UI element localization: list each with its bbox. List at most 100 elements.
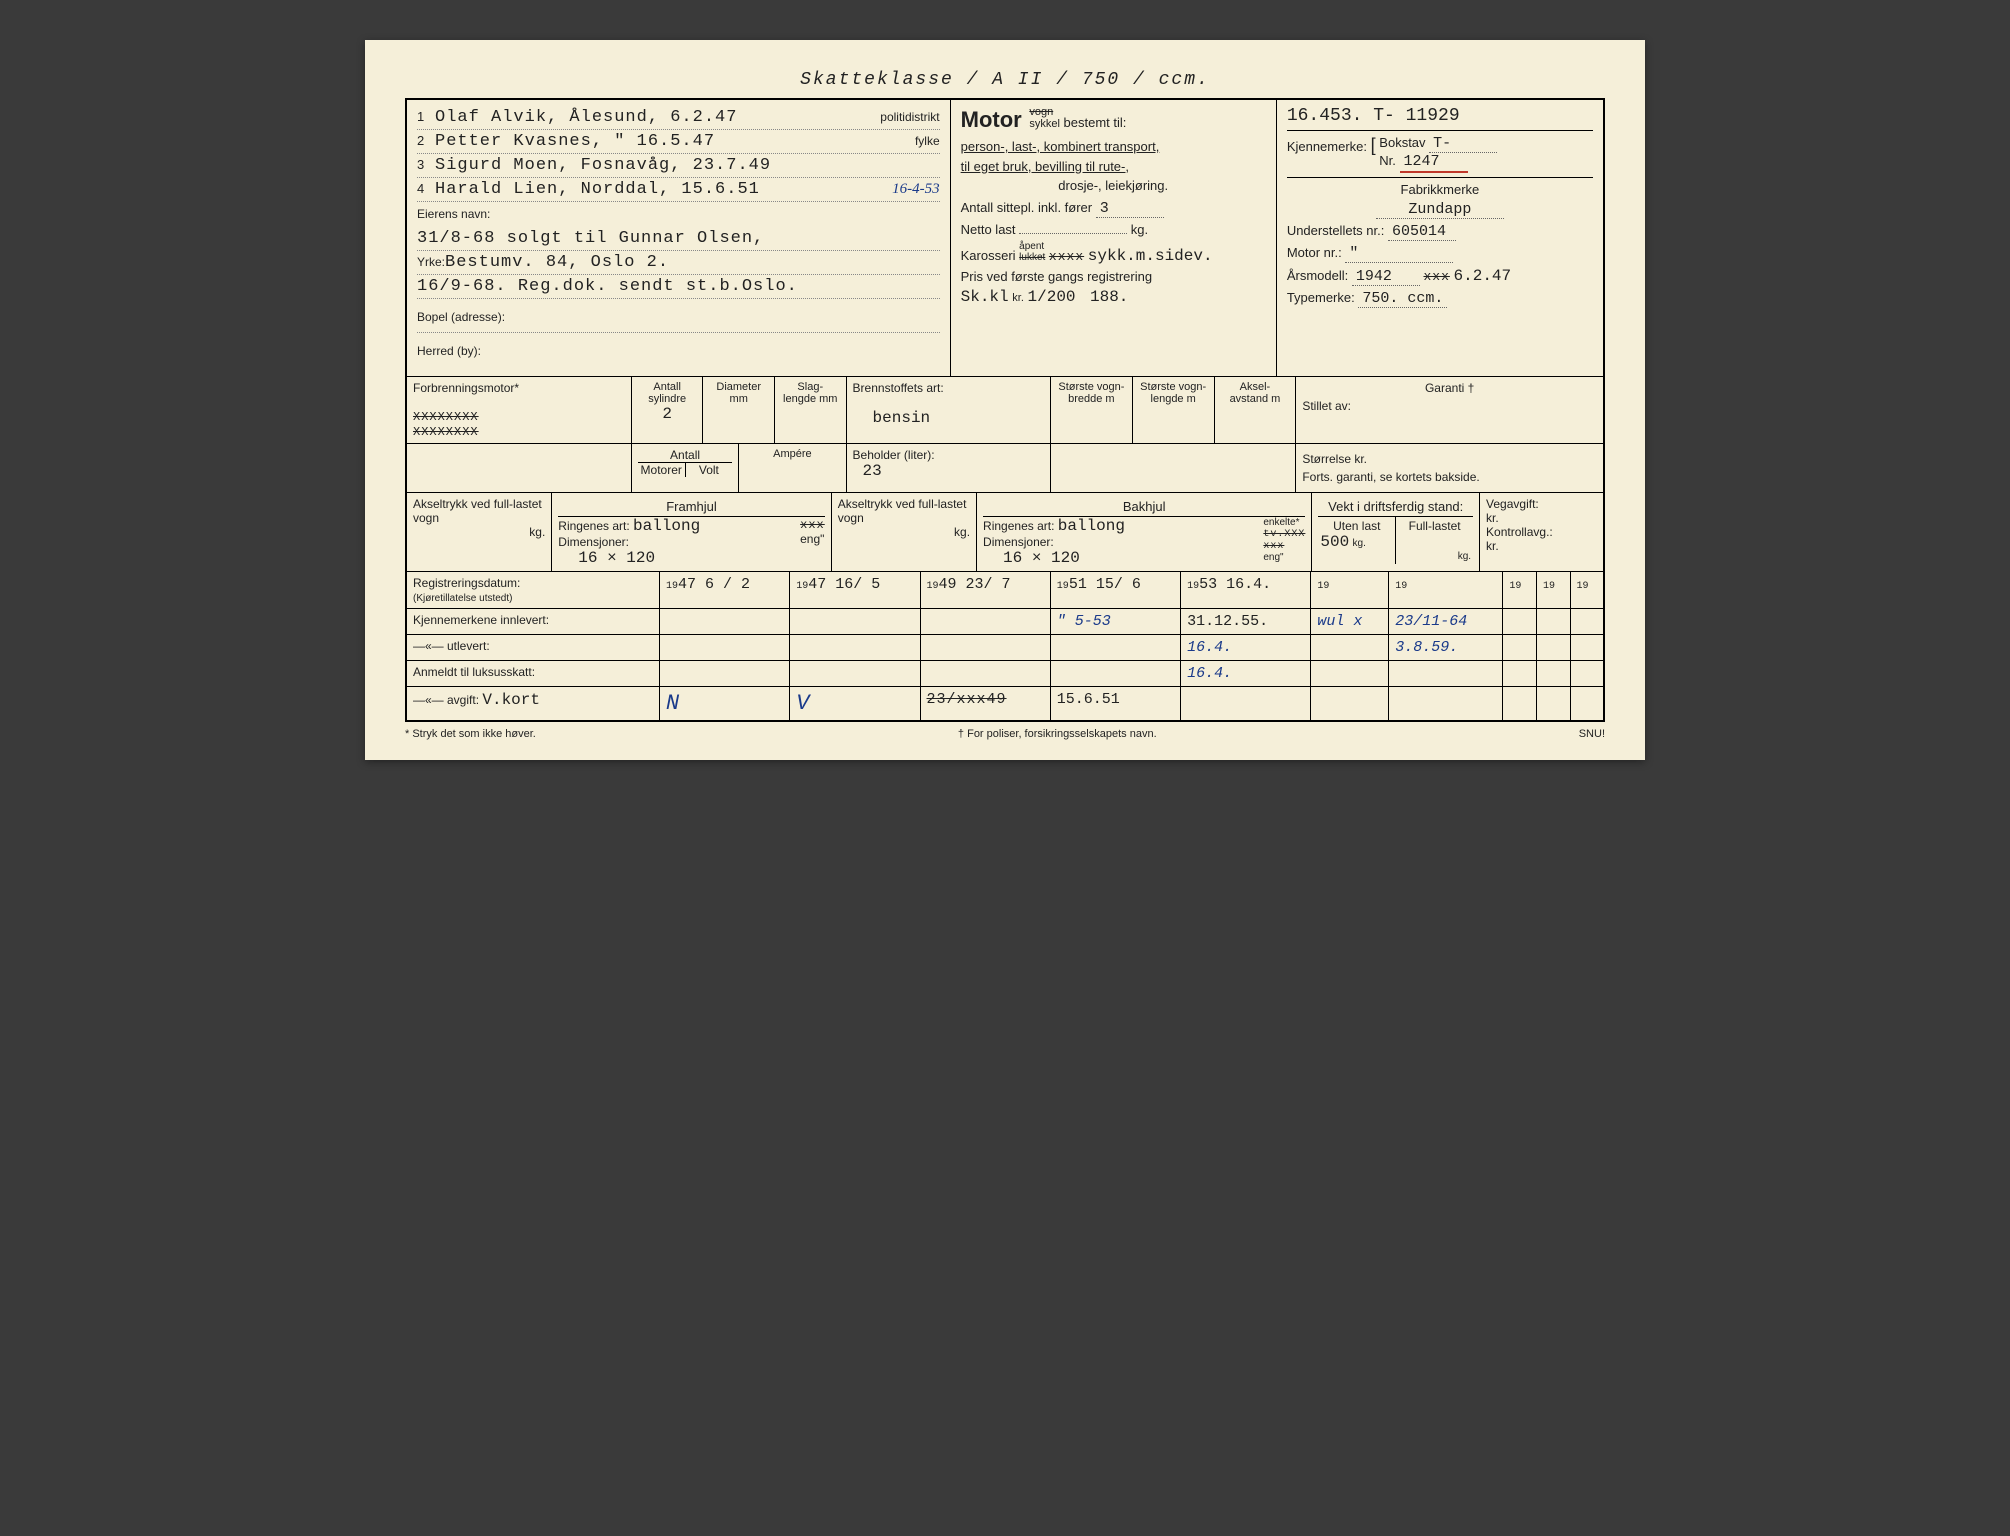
motor-block: Motor vogn sykkel bestemt til: person-, … [951, 100, 1277, 376]
karosseri-lukket: lukket [1019, 252, 1045, 263]
owner-index-1: 1 [417, 109, 435, 124]
motor-line-1: person-, last-, kombinert transport, [961, 137, 1266, 157]
bokstav-value: T- [1429, 135, 1497, 153]
right-top-number: 16.453. T- 11929 [1287, 106, 1593, 131]
owner-text-1: Olaf Alvik, Ålesund, 6.2.47 [435, 108, 874, 127]
kr-2: kr. [1486, 539, 1597, 553]
kg-back: kg. [838, 525, 970, 539]
typemerke-value: 750. ccm. [1358, 290, 1447, 308]
fuel-label: Brennstoffets art: [853, 381, 944, 395]
main-frame: 1 Olaf Alvik, Ålesund, 6.2.47 politidist… [405, 98, 1605, 722]
right-block: 16.453. T- 11929 Kjennemerke: [ Bokstav … [1277, 100, 1603, 376]
seats-value: 3 [1096, 200, 1164, 218]
beholder-label: Beholder (liter): [853, 448, 935, 462]
footnote-mid: † For poliser, forsikringsselskapets nav… [958, 728, 1157, 740]
owner-index-2: 2 [417, 133, 435, 148]
stillet-label: Stillet av: [1302, 399, 1351, 413]
ring-front-label: Ringenes art: [558, 519, 629, 533]
motor-sub-vogn: vogn [1029, 106, 1053, 118]
antall-label: Antall [638, 448, 732, 463]
forbrenning-xxx1: XXXXXXXX [413, 410, 479, 424]
ring-front-value: ballong [633, 517, 700, 535]
motor-sub-sykkel: sykkel [1029, 118, 1060, 130]
reg-row5-val: V.kort [482, 691, 540, 709]
owner-label-1: politidistrikt [880, 110, 939, 124]
sale-note-2: Bestumv. 84, Oslo 2. [445, 253, 940, 272]
eierens-navn-label: Eierens navn: [417, 207, 490, 221]
dim-front-label: Dimensjoner: [558, 535, 629, 549]
registration-card: Skatteklasse / A II / 750 / ccm. 1 Olaf … [365, 40, 1645, 760]
reg-row-3: —«— utlevert: 16.4. 3.8.59. [407, 635, 1603, 661]
netto-unit: kg. [1131, 222, 1148, 237]
reg-row-1: Registreringsdatum: (Kjøretillatelse uts… [407, 572, 1603, 609]
sale-note-3: 16/9-68. Reg.dok. sendt st.b.Oslo. [417, 277, 940, 296]
understell-value: 605014 [1388, 223, 1456, 241]
tvxxx: tv.XXX [1263, 529, 1305, 540]
motor-line-3: drosje-, leiekjøring. [961, 176, 1266, 196]
seats-label: Antall sittepl. inkl. fører [961, 200, 1093, 215]
footnotes: * Stryk det som ikke høver. † For polise… [405, 728, 1605, 740]
motor-bestemt: bestemt til: [1064, 115, 1127, 130]
reg-row-2: Kjennemerkene innlevert: " 5-53 31.12.55… [407, 609, 1603, 635]
nr-value: 1247 [1400, 153, 1468, 173]
kg-front: kg. [413, 525, 545, 539]
sk-amount: 188. [1090, 288, 1128, 306]
reg-row5-label: —«— avgift: [413, 693, 479, 707]
karosseri-open: åpent [1019, 241, 1044, 252]
netto-label: Netto last [961, 222, 1016, 237]
utenlast-label: Uten last [1320, 519, 1393, 533]
ampere-label: Ampére [745, 448, 839, 460]
motornr-label: Motor nr.: [1287, 245, 1342, 260]
forbrenning-xxx2: XXXXXXXX [413, 425, 479, 439]
reg-row2-label: Kjennemerkene innlevert: [407, 609, 660, 635]
motor-title: Motor [961, 107, 1022, 133]
karosseri-value: sykk.m.sidev. [1088, 247, 1213, 265]
dim-back-label: Dimensjoner: [983, 535, 1054, 549]
dim-front-value: 16 × 120 [578, 549, 655, 567]
wheels-row: Akseltrykk ved full-lastet vogn kg. Fram… [407, 492, 1603, 571]
sale-note-1: 31/8-68 solgt til Gunnar Olsen, [417, 229, 940, 248]
owners-block: 1 Olaf Alvik, Ålesund, 6.2.47 politidist… [407, 100, 951, 376]
upper-section: 1 Olaf Alvik, Ålesund, 6.2.47 politidist… [407, 100, 1603, 376]
reg-row4-label: Anmeldt til luksusskatt: [407, 661, 660, 687]
karosseri-xxxx: xxxx [1049, 249, 1084, 264]
footnote-right: SNU! [1579, 728, 1605, 740]
combustion-row: Forbrenningsmotor* XXXXXXXX XXXXXXXX Ant… [407, 376, 1603, 443]
ring-back-label: Ringenes art: [983, 519, 1054, 533]
ring-back-value: ballong [1058, 517, 1125, 535]
yrke-label: Yrke: [417, 255, 445, 269]
vegavgift-label: Vegavgift: [1486, 497, 1597, 511]
utenlast-value: 500 [1320, 533, 1349, 551]
kg-full: kg. [1398, 551, 1471, 562]
owner-label-2: fylke [915, 134, 940, 148]
motornr-value: " [1345, 245, 1453, 263]
diam-label: Diameter mm [709, 381, 768, 405]
aksel-front-label: Akseltrykk ved full-lastet vogn [413, 497, 545, 525]
vekt-label: Vekt i driftsferdig stand: [1318, 497, 1473, 517]
understell-label: Understellets nr.: [1287, 223, 1385, 238]
fabrikkmerke-label: Fabrikkmerke [1401, 182, 1480, 197]
framhjul-title: Framhjul [558, 497, 824, 517]
arsmodell-xxx: xxx [1423, 269, 1449, 284]
dim-back-value: 16 × 120 [1003, 549, 1080, 567]
bokstav-label: Bokstav [1379, 135, 1425, 150]
xxx-back: xxx [1263, 541, 1284, 552]
sk-value: 1/200 [1028, 288, 1076, 306]
owner-index-3: 3 [417, 157, 435, 172]
motor-line-2: til eget bruk, bevilling til rute-, [961, 157, 1266, 177]
aksel-label: Aksel-avstand m [1221, 381, 1290, 405]
reg-row-5: —«— avgift: V.kort N V 23/xxx49 15.6.51 [407, 687, 1603, 721]
beholder-value: 23 [863, 462, 882, 480]
kg-utenlast: kg. [1353, 538, 1366, 549]
arsmodell-value: 1942 [1352, 268, 1420, 286]
volt-label: Volt [686, 463, 733, 477]
fabrikkmerke-value: Zundapp [1376, 201, 1504, 219]
pris-label: Pris ved første gangs registrering [961, 269, 1266, 284]
lengde-label: Største vogn-lengde m [1139, 381, 1208, 405]
garanti-label: Garanti † [1302, 381, 1597, 395]
reg-row3-label: —«— utlevert: [407, 635, 660, 661]
owner-text-4: Harald Lien, Norddal, 15.6.51 [435, 180, 872, 199]
typemerke-label: Typemerke: [1287, 290, 1355, 305]
karosseri-label: Karosseri [961, 248, 1016, 263]
eng-back: eng" [1263, 552, 1283, 563]
